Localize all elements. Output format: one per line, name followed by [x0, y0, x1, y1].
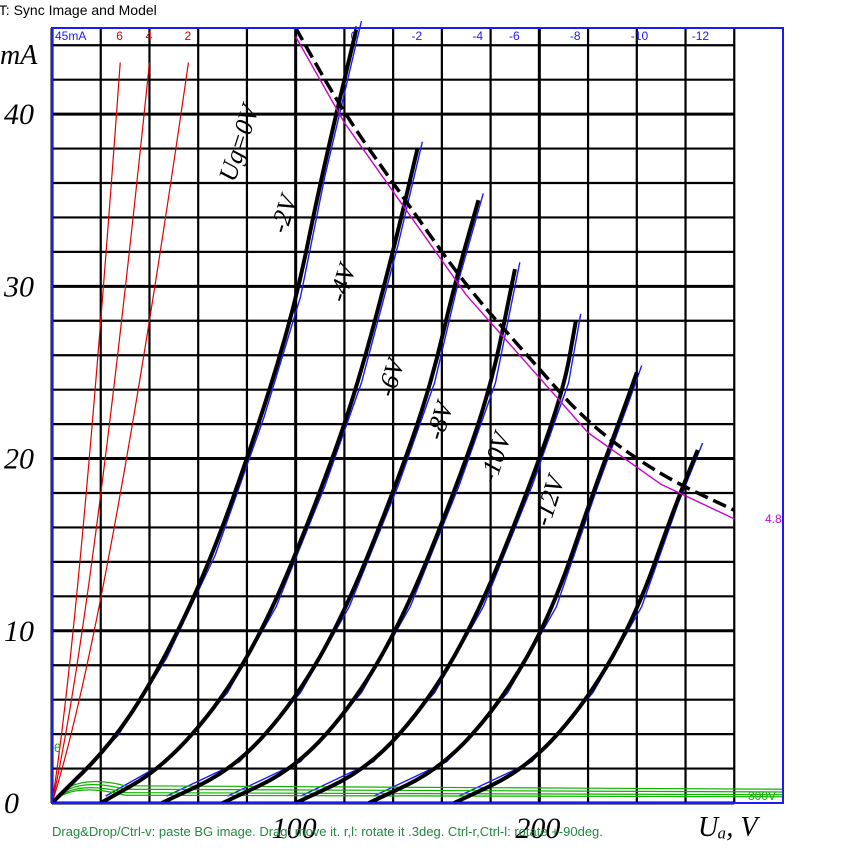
- curve-label-5: -10V: [474, 426, 518, 486]
- model-label-3: -6: [509, 29, 520, 43]
- model-frame: [51, 27, 784, 804]
- top-left-current-label: 45mA: [55, 29, 86, 43]
- window-title: nt KIT: Sync Image and Model: [0, 2, 157, 18]
- x-tick-label-1: 200: [515, 812, 560, 845]
- model-label-1: -2: [412, 29, 423, 43]
- x-axis-label: Uₐ, V: [698, 812, 760, 843]
- model-curve-6: [458, 442, 704, 797]
- y-tick-label-3: 30: [3, 270, 34, 303]
- green-curve-label: 6: [54, 741, 61, 755]
- y-axis-label: mA: [0, 40, 38, 71]
- y-tick-label-2: 20: [4, 443, 34, 476]
- series-line-5: [367, 371, 639, 805]
- series-line-4: [294, 320, 578, 805]
- window-title-bar: nt KIT: Sync Image and Model: [0, 0, 848, 20]
- model-label-2: -4: [472, 29, 483, 43]
- y-tick-labels: 0 10 20 30 40: [3, 98, 34, 820]
- y-tick-label-1: 10: [4, 615, 34, 648]
- red-curve-0: [51, 62, 121, 804]
- red-label-0: 6: [116, 29, 123, 43]
- magenta-dissipation-curve: [295, 36, 735, 520]
- model-label-6: -12: [692, 29, 710, 43]
- y-tick-label-4: 40: [4, 98, 34, 131]
- model-curve-0: [56, 20, 363, 797]
- x-tick-labels: 100 200: [272, 812, 561, 845]
- series-line-7: [294, 27, 736, 512]
- series-line-1: [99, 148, 420, 805]
- model-label-5: -10: [631, 29, 649, 43]
- red-label-1: 4: [145, 29, 152, 43]
- chart-grid: [50, 28, 736, 805]
- bottom-right-voltage-label: 300V: [748, 789, 776, 803]
- series-line-2: [160, 199, 481, 805]
- model-curve-3: [227, 262, 521, 797]
- model-label-4: -8: [570, 29, 581, 43]
- series-line-0: [50, 27, 359, 805]
- chart-series: [50, 27, 736, 805]
- red-curve-1: [51, 62, 151, 804]
- red-curve-2: [51, 62, 190, 804]
- curve-label-0: Ug=0V: [213, 99, 266, 185]
- model-overlay: 0 -2 -4 -6 -8 -10 -126 4 2: [51, 20, 784, 804]
- curve-label-2: -4V: [323, 258, 363, 306]
- model-curve-1: [105, 141, 424, 797]
- magenta-end-label: 4.8: [765, 512, 782, 526]
- red-label-2: 2: [184, 29, 191, 43]
- curve-label-3: -6V: [371, 353, 411, 401]
- curve-label-1: -2V: [264, 189, 304, 237]
- series-line-6: [453, 449, 700, 805]
- series-line-3: [221, 268, 517, 805]
- y-tick-label-0: 0: [4, 787, 19, 820]
- help-hint: Drag&Drop/Ctrl-v: paste BG image. Drag: …: [52, 824, 603, 839]
- x-tick-label-0: 100: [272, 812, 317, 845]
